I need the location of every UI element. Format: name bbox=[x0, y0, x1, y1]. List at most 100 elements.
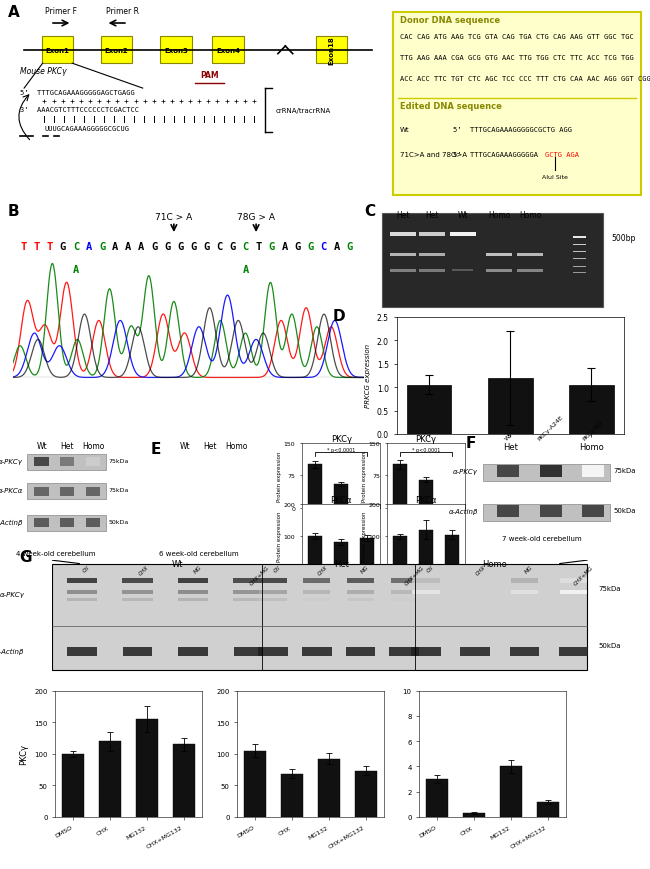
FancyBboxPatch shape bbox=[177, 590, 209, 594]
Text: 6 week-old cerebellum: 6 week-old cerebellum bbox=[159, 550, 239, 556]
Text: E: E bbox=[151, 441, 161, 456]
Title: PKCγ: PKCγ bbox=[331, 434, 352, 443]
Text: A: A bbox=[242, 264, 249, 275]
Bar bbox=[62, 753, 84, 817]
Text: 78G > A: 78G > A bbox=[237, 213, 275, 222]
FancyBboxPatch shape bbox=[510, 647, 539, 657]
Y-axis label: Protein expression: Protein expression bbox=[362, 450, 367, 501]
FancyBboxPatch shape bbox=[582, 466, 604, 478]
FancyBboxPatch shape bbox=[27, 454, 106, 470]
FancyBboxPatch shape bbox=[540, 506, 562, 517]
FancyBboxPatch shape bbox=[42, 37, 73, 64]
Text: 3’  AAACGTCTTTCCCCCCTCGACTCC: 3’ AAACGTCTTTCCCCCCTCGACTCC bbox=[20, 107, 139, 113]
FancyBboxPatch shape bbox=[161, 37, 192, 64]
Text: 71C>A and 78G>A: 71C>A and 78G>A bbox=[400, 152, 467, 158]
Text: Exon18: Exon18 bbox=[329, 36, 335, 65]
Text: G: G bbox=[268, 242, 275, 252]
FancyBboxPatch shape bbox=[483, 505, 610, 521]
FancyBboxPatch shape bbox=[302, 647, 332, 657]
Text: CAC CAG ATG AAG TCG GTA CAG TGA CTG CAG AAG GTT GGC TGC: CAC CAG ATG AAG TCG GTA CAG TGA CTG CAG … bbox=[400, 34, 634, 39]
Text: MG: MG bbox=[193, 565, 203, 574]
FancyBboxPatch shape bbox=[460, 647, 490, 657]
FancyBboxPatch shape bbox=[259, 647, 288, 657]
FancyBboxPatch shape bbox=[483, 465, 610, 481]
Text: A: A bbox=[138, 242, 144, 252]
Bar bbox=[281, 774, 303, 817]
Text: 4 week-old cerebellum: 4 week-old cerebellum bbox=[310, 596, 372, 601]
FancyBboxPatch shape bbox=[177, 599, 209, 601]
FancyBboxPatch shape bbox=[34, 488, 49, 496]
Text: C: C bbox=[364, 203, 375, 218]
Bar bbox=[419, 530, 433, 569]
FancyBboxPatch shape bbox=[382, 214, 603, 308]
Text: α-Actinβ: α-Actinβ bbox=[0, 647, 25, 654]
Y-axis label: PKCγ: PKCγ bbox=[20, 743, 29, 765]
FancyBboxPatch shape bbox=[419, 233, 445, 236]
Y-axis label: Protein expression: Protein expression bbox=[277, 511, 282, 562]
FancyBboxPatch shape bbox=[60, 519, 75, 527]
FancyBboxPatch shape bbox=[486, 269, 512, 272]
FancyBboxPatch shape bbox=[390, 233, 416, 236]
Text: G: G bbox=[190, 242, 196, 252]
FancyBboxPatch shape bbox=[212, 37, 244, 64]
FancyBboxPatch shape bbox=[412, 590, 439, 594]
Bar bbox=[393, 537, 407, 569]
FancyBboxPatch shape bbox=[60, 488, 75, 496]
FancyBboxPatch shape bbox=[573, 244, 586, 246]
FancyBboxPatch shape bbox=[559, 647, 588, 657]
Text: Exon2: Exon2 bbox=[105, 48, 129, 54]
Text: Het: Het bbox=[396, 210, 410, 220]
FancyBboxPatch shape bbox=[122, 578, 153, 584]
Bar bbox=[445, 535, 459, 569]
Bar bbox=[419, 480, 433, 508]
FancyBboxPatch shape bbox=[233, 590, 264, 594]
Text: 5’  TTTGCAGAAAGGGGGAGCTGAGG: 5’ TTTGCAGAAAGGGGGAGCTGAGG bbox=[20, 90, 135, 96]
FancyBboxPatch shape bbox=[316, 37, 347, 64]
Text: Het: Het bbox=[60, 441, 74, 450]
Text: A: A bbox=[86, 242, 92, 252]
Bar bbox=[308, 537, 322, 569]
Bar bbox=[318, 759, 340, 817]
Text: Homo: Homo bbox=[225, 441, 247, 450]
FancyBboxPatch shape bbox=[34, 458, 49, 467]
Text: PAM: PAM bbox=[200, 70, 218, 79]
Text: MG: MG bbox=[525, 565, 534, 574]
Text: α-Actinβ: α-Actinβ bbox=[0, 519, 23, 525]
FancyBboxPatch shape bbox=[27, 483, 106, 500]
Text: Wt: Wt bbox=[36, 441, 47, 450]
FancyBboxPatch shape bbox=[573, 267, 586, 268]
FancyBboxPatch shape bbox=[34, 519, 49, 527]
FancyBboxPatch shape bbox=[540, 466, 562, 478]
FancyBboxPatch shape bbox=[391, 599, 418, 601]
FancyBboxPatch shape bbox=[390, 269, 416, 272]
Text: Ctl: Ctl bbox=[426, 565, 435, 574]
FancyBboxPatch shape bbox=[560, 590, 587, 594]
Text: G: G bbox=[203, 242, 209, 252]
Bar bbox=[488, 378, 532, 434]
Bar bbox=[537, 802, 559, 817]
Text: 75kDa: 75kDa bbox=[109, 488, 129, 493]
Text: 4 week-old cerebellum: 4 week-old cerebellum bbox=[310, 535, 372, 541]
Text: Wt: Wt bbox=[172, 560, 183, 568]
Text: α-Actinβ: α-Actinβ bbox=[448, 508, 478, 514]
Bar bbox=[244, 751, 266, 817]
Text: Wt: Wt bbox=[458, 210, 468, 220]
Bar bbox=[360, 505, 374, 508]
Text: CHX: CHX bbox=[317, 565, 329, 576]
Bar bbox=[334, 484, 348, 508]
FancyBboxPatch shape bbox=[178, 647, 208, 657]
FancyBboxPatch shape bbox=[517, 254, 543, 257]
Text: 50kDa: 50kDa bbox=[613, 507, 636, 514]
FancyBboxPatch shape bbox=[259, 578, 287, 584]
Text: Het: Het bbox=[203, 441, 217, 450]
Bar bbox=[500, 766, 522, 817]
FancyBboxPatch shape bbox=[419, 269, 445, 272]
Text: 50kDa: 50kDa bbox=[598, 642, 621, 648]
Text: CHX: CHX bbox=[138, 565, 150, 576]
Text: 71C > A: 71C > A bbox=[155, 213, 192, 222]
FancyBboxPatch shape bbox=[450, 233, 476, 236]
Text: T: T bbox=[34, 242, 40, 252]
FancyBboxPatch shape bbox=[101, 37, 133, 64]
Text: D: D bbox=[333, 309, 345, 324]
Text: C: C bbox=[73, 242, 79, 252]
